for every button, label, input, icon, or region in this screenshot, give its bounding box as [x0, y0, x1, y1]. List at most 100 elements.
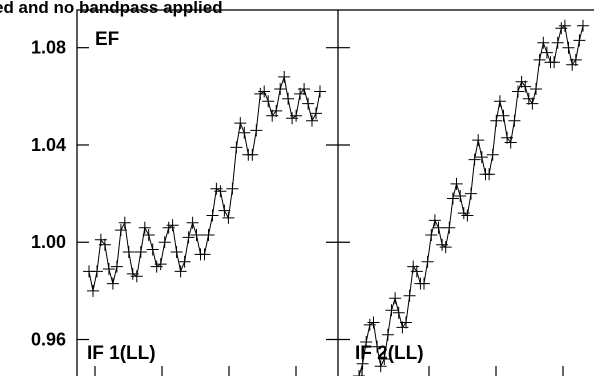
data-point-marker: [110, 260, 123, 273]
data-point-marker: [98, 238, 111, 251]
data-point-marker: [154, 258, 167, 271]
data-point-marker: [226, 182, 239, 195]
data-point-marker: [302, 97, 315, 110]
data-point-marker: [258, 85, 271, 98]
data-point-marker: [356, 357, 369, 370]
data-point-marker: [371, 340, 384, 353]
data-point-marker: [396, 321, 409, 334]
data-point-marker: [138, 221, 151, 234]
data-point-marker: [206, 209, 219, 222]
data-point-marker: [158, 236, 171, 249]
data-point-marker: [230, 141, 243, 154]
panel-if1: [83, 70, 326, 297]
data-point-marker: [360, 336, 373, 348]
data-point-marker: [421, 255, 434, 268]
data-point-marker: [569, 53, 582, 66]
data-point-marker: [270, 104, 283, 117]
data-point-marker: [314, 85, 326, 98]
data-point-marker: [519, 80, 532, 93]
data-point-marker: [166, 219, 179, 232]
data-point-marker: [400, 316, 412, 329]
y-axis-tick-labels: 0.96 1.00 1.04 1.08: [31, 38, 66, 350]
data-point-marker: [122, 246, 135, 258]
y-axis-ticks-middle: [326, 47, 350, 341]
data-point-marker: [142, 229, 155, 241]
data-point-marker: [515, 75, 528, 88]
data-point-marker: [178, 255, 191, 268]
data-point-marker: [512, 85, 524, 98]
data-point-marker: [428, 214, 441, 227]
data-point-marker: [432, 221, 445, 234]
data-point-marker: [486, 148, 499, 161]
data-point-marker: [472, 134, 485, 147]
data-point-marker: [114, 224, 127, 237]
data-point-marker: [526, 97, 539, 110]
data-point-marker: [130, 270, 143, 283]
data-point-marker: [389, 292, 402, 305]
data-point-marker: [91, 265, 103, 278]
data-point-marker: [278, 70, 291, 83]
data-point-marker: [186, 216, 199, 229]
data-point-marker: [102, 263, 115, 275]
data-point-marker: [170, 246, 183, 258]
data-point-marker: [497, 109, 510, 122]
data-point-marker: [443, 221, 456, 234]
data-point-marker: [490, 114, 503, 127]
data-point-marker: [436, 238, 449, 251]
data-point-marker: [392, 306, 405, 319]
data-point-marker: [461, 209, 474, 222]
data-point-marker: [234, 117, 247, 130]
data-point-marker: [353, 370, 365, 376]
data-point-marker: [468, 153, 481, 166]
data-point-marker: [381, 328, 394, 341]
x-axis-ticks: [94, 366, 564, 376]
data-point-marker: [262, 95, 275, 108]
data-point-marker: [508, 114, 521, 127]
data-point-marker: [218, 204, 231, 217]
data-point-marker: [290, 109, 303, 122]
data-point-marker: [198, 248, 211, 261]
data-point-marker: [87, 284, 99, 297]
data-point-marker: [504, 136, 517, 149]
data-point-marker: [214, 185, 227, 198]
data-point-marker: [530, 83, 542, 95]
chart-title: ed and no bandpass applied: [0, 0, 223, 17]
data-point-marker: [310, 107, 322, 120]
y-tick-label: 1.08: [31, 38, 66, 58]
data-point-marker: [274, 83, 287, 95]
data-point-marker: [385, 304, 398, 317]
panel-label-if2: IF 2(LL): [355, 343, 424, 364]
y-axis-ticks-left: [77, 47, 89, 341]
data-point-marker: [450, 177, 463, 190]
plot-frame: [76, 9, 594, 376]
corner-label: EF: [95, 29, 119, 50]
data-point-marker: [190, 229, 203, 241]
data-point-marker: [246, 148, 259, 161]
panel-label-if1: IF 1(LL): [87, 343, 156, 364]
data-point-marker: [558, 19, 571, 32]
y-tick-label: 1.00: [31, 232, 66, 252]
series-line: [358, 24, 584, 376]
data-point-marker: [533, 53, 546, 66]
data-point-marker: [202, 229, 215, 241]
data-point-marker: [367, 316, 380, 329]
data-point-marker: [222, 211, 235, 224]
data-point-marker: [548, 56, 561, 69]
data-point-marker: [577, 19, 589, 32]
y-tick-label: 1.04: [31, 135, 66, 155]
data-point-marker: [566, 58, 579, 71]
data-point-marker: [146, 243, 159, 256]
data-point-marker: [134, 246, 147, 258]
data-point-marker: [446, 192, 459, 205]
data-point-marker: [374, 360, 387, 373]
data-point-marker: [182, 231, 195, 244]
data-point-marker: [540, 46, 553, 59]
data-point-marker: [425, 229, 438, 241]
data-point-marker: [493, 95, 506, 108]
data-point-marker: [306, 114, 318, 127]
data-point-marker: [454, 190, 467, 202]
data-point-marker: [551, 36, 564, 49]
data-point-marker: [282, 92, 295, 105]
data-point-marker: [475, 151, 488, 164]
